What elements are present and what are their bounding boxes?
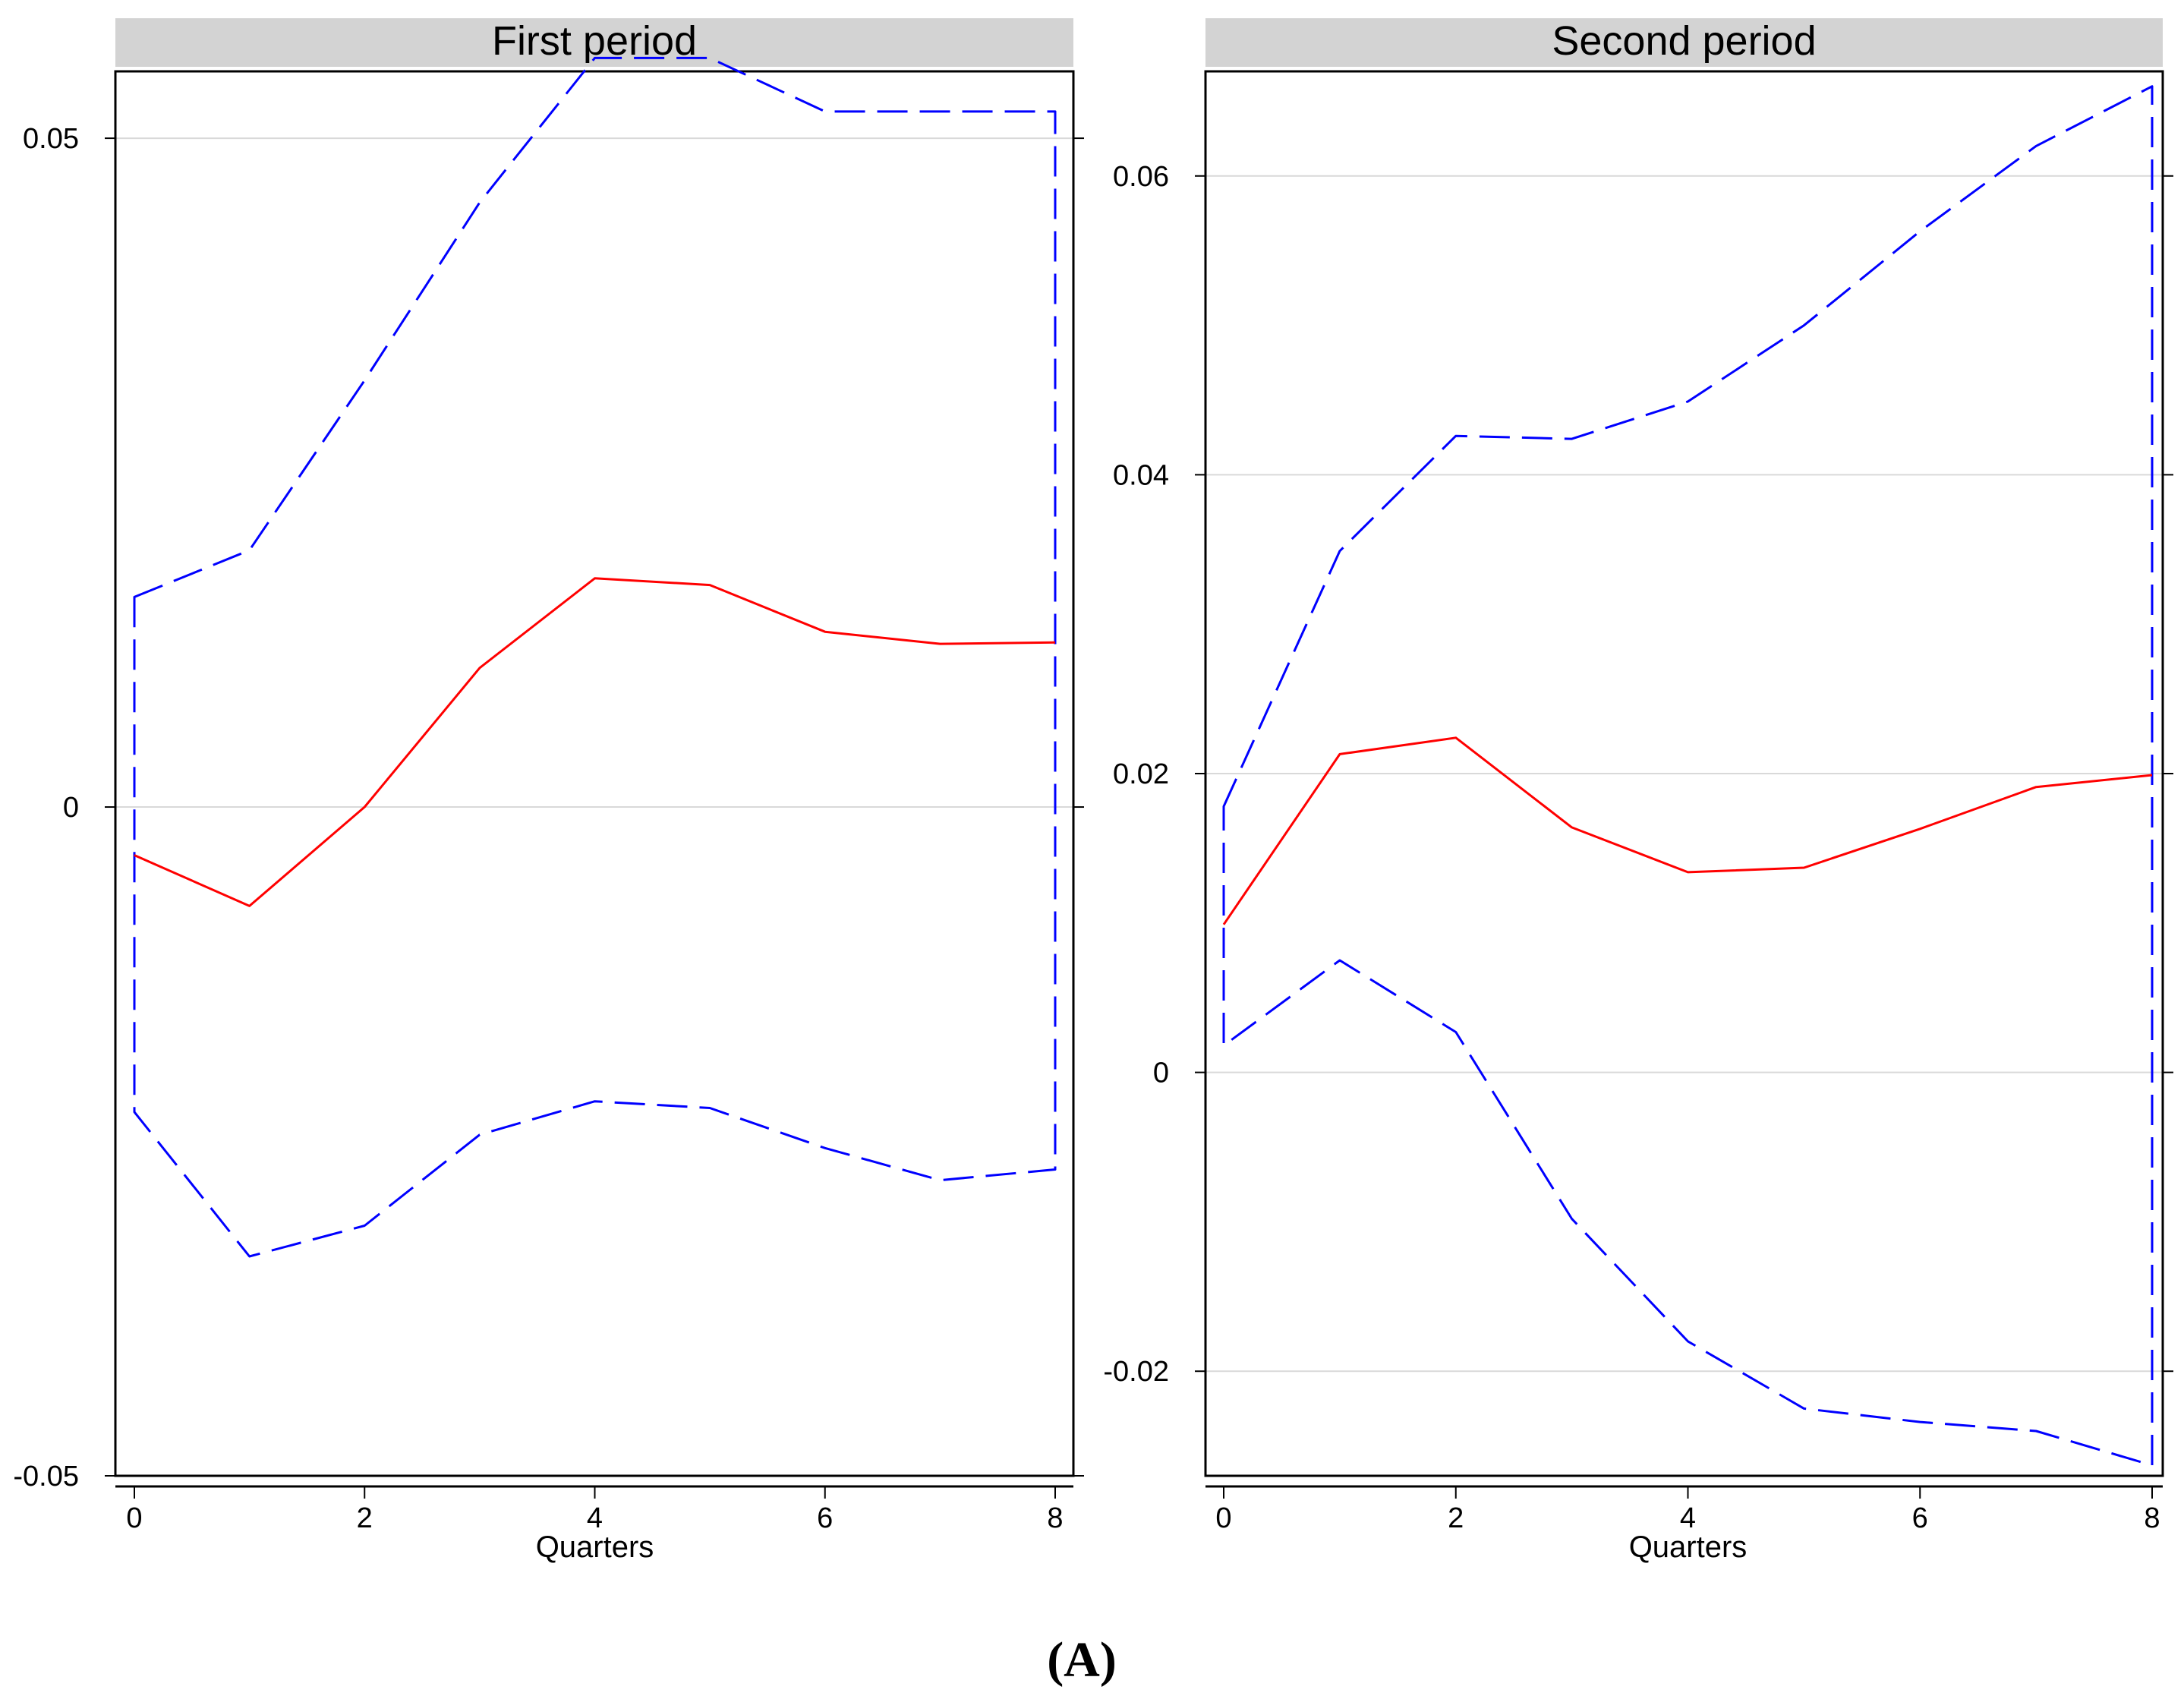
- x-tick-label: 0: [126, 1502, 142, 1534]
- impulse-response-line: [134, 577, 1056, 907]
- panel-second-period: Second period -0.02 0 0.02 0.04 0.06 0 2 4 6 8 Quar…: [1103, 18, 2173, 1564]
- y-tick-label: 0.05: [23, 123, 79, 155]
- x-tick-label: 6: [817, 1502, 833, 1534]
- x-tick-label: 4: [1680, 1502, 1696, 1534]
- x-tick-label: 4: [587, 1502, 603, 1534]
- plot-frame: [114, 70, 1075, 1477]
- x-tick-label: 6: [1912, 1502, 1928, 1534]
- x-tick-label: 2: [357, 1502, 373, 1534]
- panel-first-period: First period -0.05 0 0.05 0 2 4 6 8 Quarters: [13, 18, 1084, 1564]
- x-tick-label: 2: [1448, 1502, 1464, 1534]
- impulse-response-line: [1222, 736, 2153, 925]
- x-axis-label: Quarters: [536, 1530, 654, 1564]
- panel-header-strip: [1205, 18, 2163, 67]
- y-tick-label: 0: [1153, 1058, 1169, 1089]
- panel-title: Second period: [1552, 18, 1816, 64]
- y-tick-label: 0: [63, 792, 79, 824]
- y-tick-label: 0.04: [1113, 459, 1169, 491]
- x-tick-label: 8: [2144, 1502, 2160, 1534]
- x-axis-label: Quarters: [1629, 1530, 1748, 1564]
- figure-caption: (A): [1047, 1632, 1117, 1688]
- plot-frame: [1204, 70, 2164, 1477]
- x-tick-label: 0: [1215, 1502, 1231, 1534]
- x-tick-label: 8: [1047, 1502, 1063, 1534]
- panel-title: First period: [492, 18, 697, 64]
- confidence-band: [133, 56, 1057, 1258]
- y-tick-label: 0.06: [1113, 161, 1169, 193]
- y-tick-label: 0.02: [1113, 758, 1169, 790]
- y-tick-label: -0.05: [13, 1461, 79, 1493]
- confidence-band: [1222, 85, 2154, 1467]
- y-tick-label: -0.02: [1103, 1356, 1169, 1388]
